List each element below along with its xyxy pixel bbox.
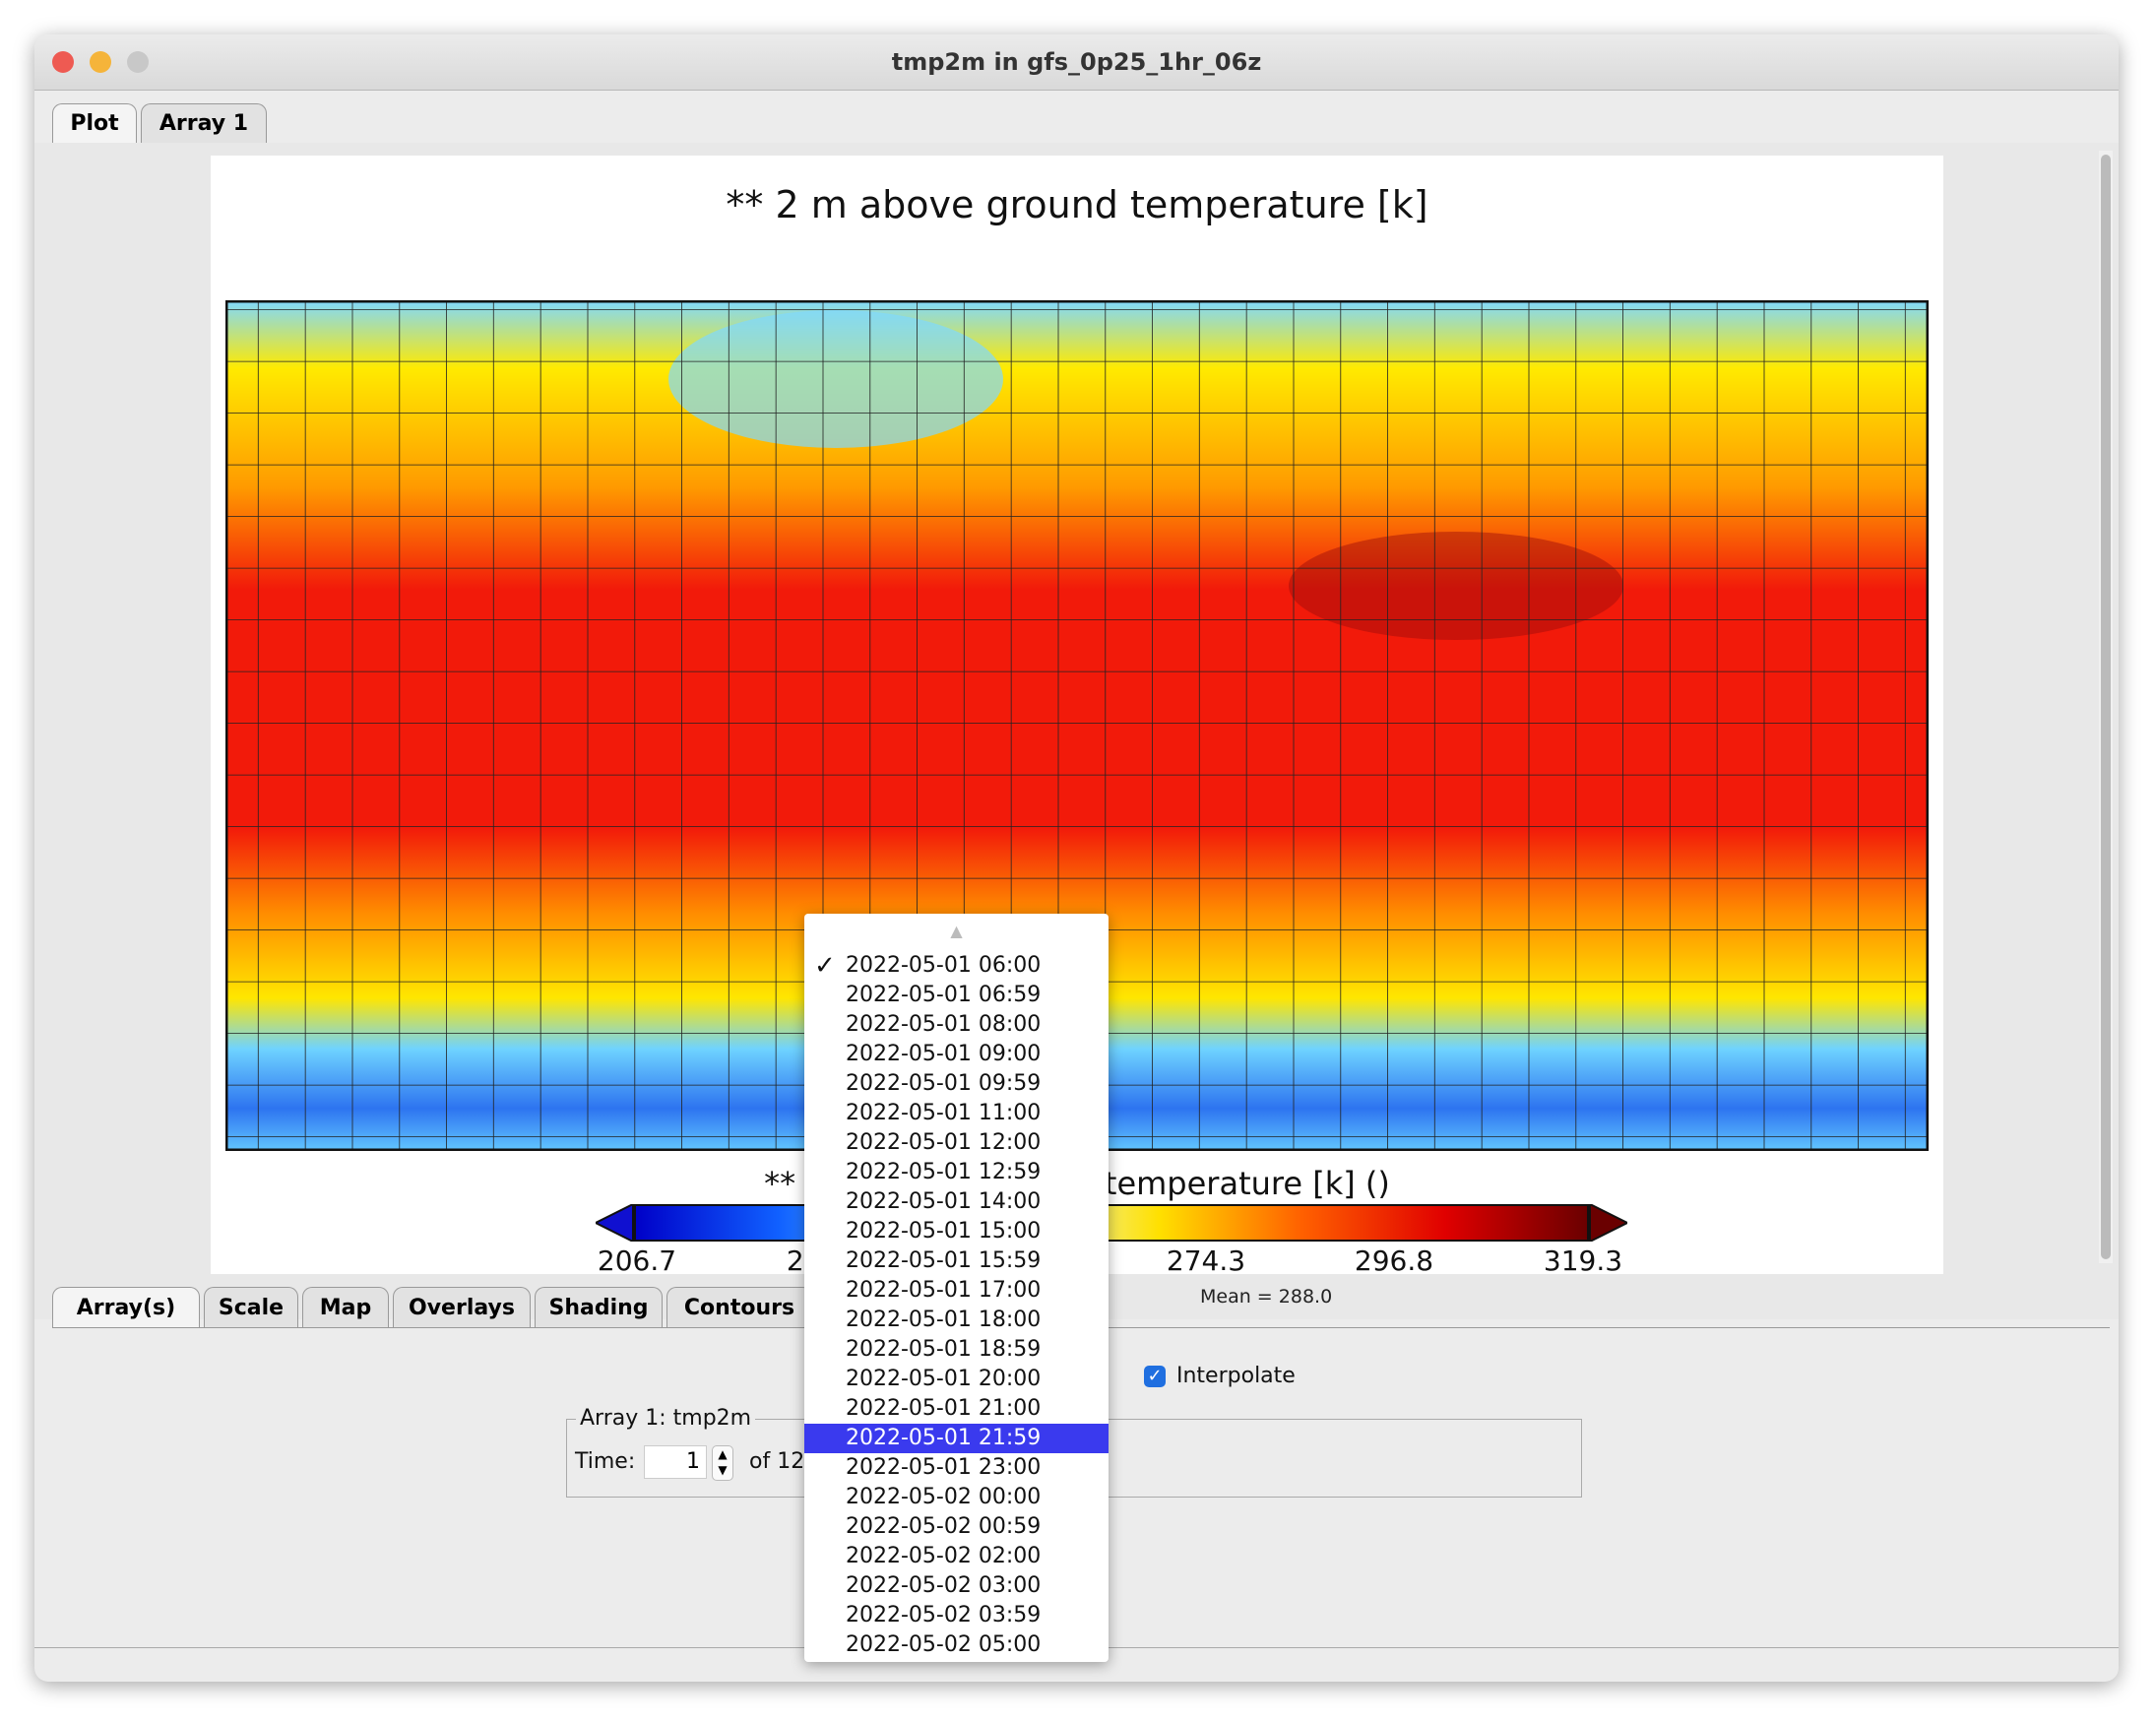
dropdown-item[interactable]: 2022-05-01 21:00 xyxy=(846,1396,1042,1421)
scrollbar[interactable] xyxy=(2099,151,2113,1263)
dropdown-item[interactable]: 2022-05-01 08:00 xyxy=(846,1012,1042,1037)
tab[interactable]: Plot xyxy=(52,103,137,143)
scroll-thumb[interactable] xyxy=(2101,155,2111,1259)
colorbar-label: 296.8 xyxy=(1354,1244,1434,1277)
tab[interactable]: Array 1 xyxy=(141,103,267,143)
colorbar-label: 274.3 xyxy=(1166,1244,1246,1277)
plot-title: ** 2 m above ground temperature [k] xyxy=(726,183,1428,226)
dropdown-item[interactable]: 2022-05-02 03:00 xyxy=(846,1573,1042,1598)
title-bar: tmp2m in gfs_0p25_1hr_06z xyxy=(34,34,2119,91)
scroll-up-arrow[interactable]: ▲ xyxy=(950,922,963,940)
dropdown-item[interactable]: 2022-05-02 05:00 xyxy=(846,1632,1042,1657)
dropdown-item[interactable]: 2022-05-01 12:59 xyxy=(846,1160,1042,1184)
tab[interactable]: Array(s) xyxy=(52,1287,200,1327)
colorbar-label: 319.3 xyxy=(1543,1244,1623,1277)
colorbar xyxy=(596,1204,1627,1242)
stats-text: Mean = 288.0 xyxy=(1200,1286,1333,1308)
tab[interactable]: Scale xyxy=(204,1287,298,1327)
interpolate-checkbox[interactable]: ✓ xyxy=(1144,1366,1166,1387)
zoom-button[interactable] xyxy=(127,51,149,73)
dropdown-item[interactable]: 2022-05-02 03:59 xyxy=(846,1603,1042,1627)
dropdown-item[interactable]: 2022-05-01 14:00 xyxy=(846,1189,1042,1214)
dropdown-item[interactable]: 2022-05-01 18:00 xyxy=(846,1308,1042,1332)
time-input[interactable]: 1 xyxy=(644,1445,707,1479)
time-dropdown: ▲ 2022-05-01 06:00 ✓ 2022-05-01 06:59 2022-… xyxy=(804,914,1109,1662)
close-button[interactable] xyxy=(52,51,74,73)
dropdown-item[interactable]: 2022-05-02 00:00 xyxy=(846,1485,1042,1509)
colorbar-label: 206.7 xyxy=(597,1244,677,1277)
tab[interactable]: Map xyxy=(302,1287,389,1327)
dropdown-item[interactable]: 2022-05-01 21:59 xyxy=(804,1424,1109,1453)
tab[interactable]: Shading xyxy=(535,1287,663,1327)
time-label: Time: xyxy=(575,1449,636,1474)
dropdown-item[interactable]: 2022-05-01 06:00 xyxy=(846,953,1042,978)
dropdown-item[interactable]: 2022-05-01 17:00 xyxy=(846,1278,1042,1303)
time-stepper[interactable]: ▲ ▼ xyxy=(712,1445,733,1481)
dropdown-item[interactable]: 2022-05-01 15:59 xyxy=(846,1248,1042,1273)
minimize-button[interactable] xyxy=(90,51,111,73)
dropdown-item[interactable]: 2022-05-01 18:59 xyxy=(846,1337,1042,1362)
dropdown-item[interactable]: 2022-05-01 15:00 xyxy=(846,1219,1042,1244)
window-title: tmp2m in gfs_0p25_1hr_06z xyxy=(891,48,1262,76)
dropdown-item[interactable]: 2022-05-02 02:00 xyxy=(846,1544,1042,1568)
group-title: Array 1: tmp2m xyxy=(576,1406,756,1431)
tab[interactable]: Contours xyxy=(666,1287,812,1327)
dropdown-item[interactable]: 2022-05-01 12:00 xyxy=(846,1130,1042,1155)
tab[interactable]: Overlays xyxy=(393,1287,531,1327)
dropdown-item[interactable]: 2022-05-01 23:00 xyxy=(846,1455,1042,1480)
dropdown-item[interactable]: 2022-05-01 09:00 xyxy=(846,1042,1042,1066)
dropdown-item[interactable]: 2022-05-01 09:59 xyxy=(846,1071,1042,1096)
dropdown-item[interactable]: 2022-05-01 20:00 xyxy=(846,1367,1042,1391)
dropdown-item[interactable]: 2022-05-01 11:00 xyxy=(846,1101,1042,1125)
top-tab-bar: Plot Array 1 xyxy=(52,103,2110,144)
interpolate-label: Interpolate xyxy=(1176,1364,1296,1388)
dropdown-item[interactable]: 2022-05-02 00:59 xyxy=(846,1514,1042,1539)
dropdown-item[interactable]: 2022-05-01 06:59 xyxy=(846,983,1042,1007)
checkmark: ✓ xyxy=(814,951,836,981)
